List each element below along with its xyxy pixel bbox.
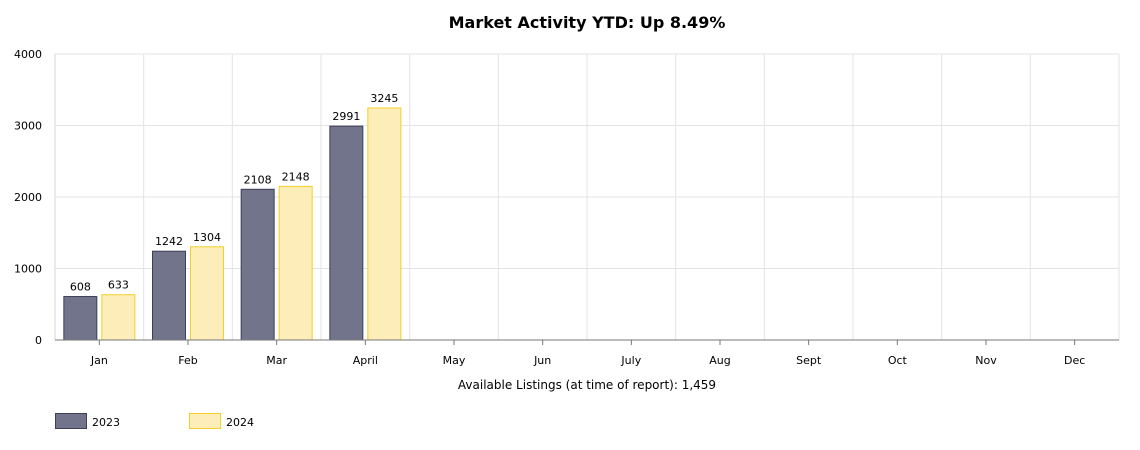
data-labels: 608 1242 2108 2991 633 1304 2148 3245 (70, 92, 399, 294)
bar-2024-Mar (278, 185, 313, 341)
x-tick-label: Aug (709, 354, 730, 367)
data-label-2024-Mar: 2148 (282, 170, 310, 183)
x-tick-label: May (443, 354, 466, 367)
x-tick-label: Nov (975, 354, 997, 367)
chart-title: Market Activity YTD: Up 8.49% (449, 13, 726, 32)
y-tick-label: 0 (35, 334, 42, 347)
x-tick-label: July (620, 354, 641, 367)
legend: 2023 2024 (55, 413, 254, 429)
x-axis-ticks: Jan Feb Mar April May Jun July Aug Sept Oct Nov Dec (90, 340, 1085, 367)
x-axis-title: Available Listings (at time of report): … (458, 378, 716, 392)
y-tick-label: 3000 (14, 120, 42, 133)
data-label-2024-April: 3245 (370, 92, 398, 105)
bar-2024-Feb (190, 246, 224, 341)
legend-label-2024: 2024 (226, 416, 254, 429)
x-tick-label: Sept (796, 354, 822, 367)
x-tick-label: April (353, 354, 378, 367)
data-label-2024-Jan: 633 (108, 279, 129, 292)
x-tick-label: Mar (266, 354, 287, 367)
y-tick-label: 1000 (14, 263, 42, 276)
data-label-2023-Mar: 2108 (244, 173, 272, 186)
data-label-2024-Feb: 1304 (193, 231, 221, 244)
axes (54, 54, 1119, 341)
grid (55, 53, 1120, 341)
legend-swatch-2023 (55, 413, 87, 429)
data-label-2023-April: 2991 (332, 110, 360, 123)
legend-label-2023: 2023 (92, 416, 120, 429)
y-tick-label: 4000 (14, 48, 42, 61)
x-tick-label: Jun (533, 354, 551, 367)
bar-2024-April (367, 107, 402, 341)
bar-2024-Jan (101, 294, 136, 341)
legend-swatch-2024 (189, 413, 221, 429)
x-tick-label: Jan (90, 354, 108, 367)
data-label-2023-Jan: 608 (70, 281, 91, 294)
y-tick-label: 2000 (14, 191, 42, 204)
bar-2023-Mar (240, 188, 275, 341)
bar-2023-April (329, 125, 364, 341)
x-tick-label: Dec (1064, 354, 1085, 367)
x-tick-label: Feb (178, 354, 197, 367)
bar-2023-Feb (152, 250, 186, 341)
x-tick-label: Oct (888, 354, 908, 367)
data-label-2023-Feb: 1242 (155, 235, 183, 248)
bar-2023-Jan (63, 296, 98, 341)
bars (63, 107, 402, 341)
y-axis-ticks: 0 1000 2000 3000 4000 (14, 48, 42, 347)
